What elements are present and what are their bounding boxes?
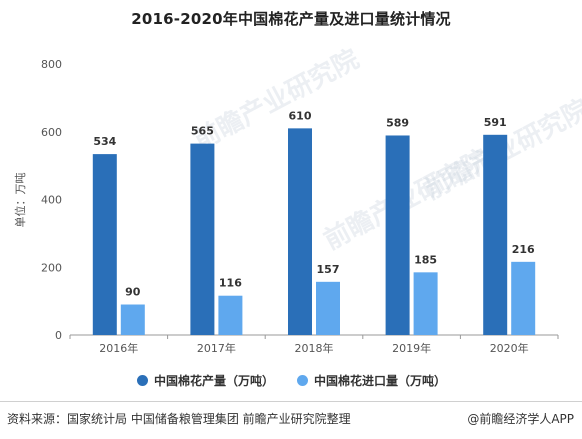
bar-import [218, 295, 243, 335]
y-tick-label: 800 [41, 58, 62, 71]
legend-swatch-production [137, 375, 148, 386]
bar-import [413, 272, 438, 335]
bars [92, 128, 536, 335]
data-label: 610 [289, 109, 312, 122]
watermark-layer: 前瞻产业研究院前瞻产业研究院前瞻产业研究院 [189, 43, 582, 256]
legend-swatch-import [297, 375, 308, 386]
y-tick-label: 400 [41, 194, 62, 207]
x-axis-ticks: 2016年 2017年 2018年 2019年 2020年 [69, 335, 559, 355]
x-tick-label: 2020年 [490, 341, 529, 355]
legend-label-production: 中国棉花产量（万吨） [154, 374, 275, 388]
data-label: 157 [317, 263, 340, 276]
data-label: 565 [191, 125, 214, 138]
watermark-text: 前瞻产业研究院 [189, 43, 364, 156]
y-tick-label: 600 [41, 126, 62, 139]
bar-production [483, 134, 508, 335]
chart-title: 2016-2020年中国棉花产量及进口量统计情况 [131, 10, 451, 28]
y-axis-ticks: 0 200 400 600 800 [41, 58, 62, 342]
legend: 中国棉花产量（万吨） 中国棉花进口量（万吨） [0, 372, 582, 392]
x-tick-label: 2018年 [295, 341, 334, 355]
y-axis-label: 单位：万吨 [13, 173, 27, 228]
y-tick-label: 200 [41, 261, 62, 274]
bar-production [92, 154, 117, 335]
data-label: 589 [386, 116, 409, 129]
data-label: 216 [512, 243, 535, 256]
data-label: 591 [484, 116, 507, 129]
legend-item-import: 中国棉花进口量（万吨） [297, 372, 446, 389]
x-tick-label: 2016年 [99, 341, 138, 355]
source-text: 资料来源：国家统计局 中国储备粮管理集团 前瞻产业研究院整理 [7, 412, 351, 426]
bar-production [190, 143, 215, 335]
data-labels: 534 90 565 116 610 157 589 185 591 216 [93, 109, 535, 298]
y-tick-label: 0 [55, 329, 62, 342]
credit-text: @前瞻经济学人APP [467, 412, 574, 426]
bar-chart: 前瞻产业研究院前瞻产业研究院前瞻产业研究院 单位：万吨 0 200 400 600 80… [13, 43, 582, 355]
legend-label-import: 中国棉花进口量（万吨） [314, 374, 447, 388]
data-label: 185 [414, 253, 437, 266]
bar-import [511, 261, 536, 335]
x-tick-label: 2017年 [197, 341, 236, 355]
bar-production [385, 135, 410, 335]
bar-production [288, 128, 312, 335]
data-label: 90 [125, 286, 141, 299]
footer: 资料来源：国家统计局 中国储备粮管理集团 前瞻产业研究院整理 @前瞻经济学人AP… [0, 401, 582, 439]
bar-import [120, 304, 145, 335]
data-label: 534 [93, 135, 116, 148]
bar-import [316, 281, 340, 335]
x-tick-label: 2019年 [392, 341, 431, 355]
data-label: 116 [219, 277, 242, 290]
legend-item-production: 中国棉花产量（万吨） [137, 372, 274, 389]
